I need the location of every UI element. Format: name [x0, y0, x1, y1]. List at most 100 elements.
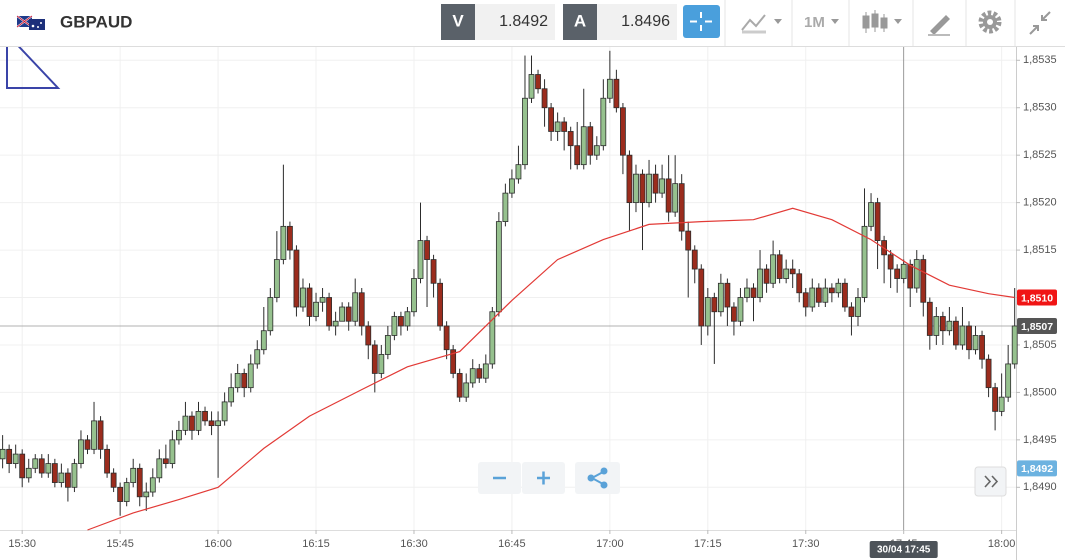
y-tick-label: 1,8515: [1023, 244, 1057, 256]
candle-body: [744, 287, 750, 298]
candle-body: [541, 88, 548, 109]
candle-body: [672, 183, 679, 213]
candle-body: [737, 297, 744, 322]
zoom-out-button[interactable]: [478, 462, 521, 494]
candle-body: [384, 335, 391, 355]
candle-body: [639, 173, 646, 204]
candle-body: [776, 254, 783, 279]
candle-style-button[interactable]: [862, 10, 902, 33]
candle-body: [946, 320, 953, 332]
ma-badge-label: 1,8510: [1021, 292, 1053, 304]
candle-body: [32, 458, 39, 469]
candle-body: [855, 297, 861, 317]
ma-badge: [1017, 289, 1057, 306]
candle-body: [456, 373, 463, 398]
candle-body: [117, 486, 124, 502]
candle-body: [835, 282, 842, 294]
candle-body: [58, 472, 65, 483]
candle-body: [417, 240, 424, 279]
candle-body: [293, 249, 300, 308]
candle-body: [711, 297, 718, 313]
toolbar: GBPAUD V 1.8492 A 1.8496 1M: [0, 0, 1065, 47]
candle-body: [554, 121, 561, 132]
candle-body: [260, 330, 267, 351]
candle-body: [45, 463, 52, 474]
settings-button[interactable]: [978, 10, 1002, 34]
candle-body: [979, 335, 985, 360]
candle-body: [620, 107, 626, 156]
symbol: GBPAUD: [60, 12, 132, 31]
candle-body: [587, 126, 594, 156]
timeframe-button[interactable]: 1M: [804, 14, 839, 31]
candle-body: [887, 254, 894, 270]
x-tick-label: 18:00: [988, 538, 1016, 550]
candle-body: [241, 373, 248, 389]
candle-body: [51, 463, 58, 483]
candle-body: [332, 320, 339, 327]
candle-body: [613, 78, 620, 109]
collapse-button[interactable]: [1029, 11, 1051, 35]
candle-body: [933, 316, 940, 336]
candle-body: [182, 415, 189, 431]
candle-body: [156, 458, 163, 479]
candle-body: [267, 297, 274, 332]
price-badge: [1017, 317, 1057, 334]
candle-body: [78, 439, 84, 464]
candle-body: [221, 401, 228, 422]
candle-body: [828, 287, 835, 294]
bid-button[interactable]: [441, 4, 475, 40]
candle-body: [162, 458, 169, 464]
candle-body: [97, 420, 104, 450]
drawing-triangle[interactable]: [6, 31, 61, 89]
x-tick-label: 16:45: [498, 538, 526, 550]
candle-body: [65, 472, 71, 488]
chart-type-button[interactable]: [741, 14, 782, 34]
candle-body: [391, 316, 398, 336]
candle-body: [254, 349, 261, 365]
crosshair-button[interactable]: [683, 5, 720, 38]
candle-body: [273, 259, 280, 298]
candle-body: [580, 126, 587, 166]
candle-body: [280, 225, 287, 260]
candle-body: [398, 316, 404, 327]
candle-body: [926, 301, 933, 336]
candle-body: [966, 325, 972, 351]
candle-body: [91, 420, 97, 450]
candle-body: [71, 463, 78, 488]
scroll-right-button[interactable]: [974, 466, 1007, 497]
crosshair-time-label: 30/04 17:45: [877, 545, 931, 556]
candle-body: [143, 491, 150, 498]
candle-body: [593, 145, 600, 156]
candle-body: [215, 420, 221, 427]
crosshair-time-box: [869, 541, 938, 558]
candle-body: [652, 173, 659, 194]
y-tick-label: 1,8505: [1023, 339, 1057, 351]
candle-body: [489, 311, 496, 365]
bid-box: [475, 4, 555, 40]
candle-body: [404, 311, 411, 327]
candle-body: [939, 316, 946, 332]
candle-body: [678, 183, 685, 232]
candle-body: [234, 373, 241, 389]
candle-body: [287, 225, 293, 251]
candle-body: [247, 363, 254, 389]
ask-button[interactable]: [563, 4, 597, 40]
candle-body: [567, 131, 574, 147]
candle-body: [430, 259, 437, 284]
zoom-in-button[interactable]: [522, 462, 565, 494]
share-button[interactable]: [575, 462, 620, 494]
candle-body: [6, 448, 13, 464]
candle-body: [783, 268, 790, 279]
candle-body: [757, 268, 763, 298]
candle-body: [463, 382, 470, 398]
ask-box: [597, 4, 677, 40]
candle-body: [992, 387, 999, 412]
candle-body: [535, 74, 541, 90]
candle-body: [626, 154, 633, 204]
draw-tool-button[interactable]: [928, 15, 950, 36]
candle-body: [202, 410, 208, 422]
candle-body: [606, 78, 613, 99]
candle-body: [358, 292, 365, 327]
x-tick-label: 16:30: [400, 538, 428, 550]
candle-body: [685, 230, 692, 251]
